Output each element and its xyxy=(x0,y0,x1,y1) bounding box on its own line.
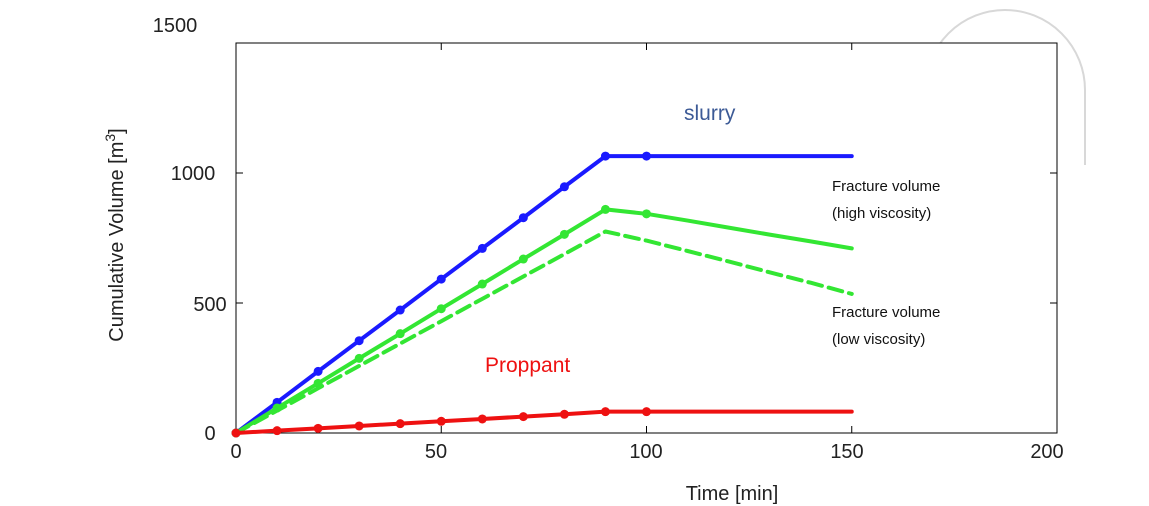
data-point-slurry xyxy=(313,366,323,376)
data-point-slurry xyxy=(354,336,364,346)
x-tick-label: 150 xyxy=(830,441,863,463)
y-axis-title-close: ] xyxy=(106,128,128,134)
series-label-high-viscosity-line2: (high viscosity) xyxy=(832,205,931,222)
data-point-slurry xyxy=(395,305,405,315)
series-label-low-viscosity-line1: Fracture volume xyxy=(832,304,940,321)
data-point-proppant xyxy=(600,407,610,417)
axis-ticks xyxy=(235,42,1058,434)
plot-frame xyxy=(235,42,1058,434)
y-tick-label: 1500 xyxy=(153,15,198,37)
series-label-low-viscosity-line2: (low viscosity) xyxy=(832,331,925,348)
data-point-slurry xyxy=(477,243,487,253)
series-line-high_viscosity xyxy=(234,207,854,435)
data-point-high_viscosity xyxy=(642,209,651,219)
series-label-proppant: Proppant xyxy=(485,354,570,377)
series-line-proppant xyxy=(234,409,854,435)
data-point-slurry xyxy=(600,151,610,161)
y-axis-title-superscript: 3 xyxy=(102,134,118,142)
data-point-proppant xyxy=(642,407,651,417)
series-line-low_viscosity xyxy=(234,229,854,435)
data-point-high_viscosity xyxy=(477,279,487,289)
data-point-proppant xyxy=(313,423,323,433)
y-axis-title-main: Cumulative Volume [m xyxy=(106,142,128,342)
data-point-proppant xyxy=(272,426,282,436)
x-tick-label: 200 xyxy=(1030,441,1063,463)
data-point-high_viscosity xyxy=(436,304,446,314)
series-label-high-viscosity-line1: Fracture volume xyxy=(832,178,940,195)
y-tick-label: 1000 xyxy=(171,163,216,185)
data-point-proppant xyxy=(436,416,446,426)
y-tick-label: 0 xyxy=(204,423,215,445)
series-label-slurry: slurry xyxy=(684,102,736,125)
data-point-proppant xyxy=(518,412,528,422)
data-point-high_viscosity xyxy=(354,353,364,363)
data-point-slurry xyxy=(436,274,446,284)
data-point-high_viscosity xyxy=(395,329,405,339)
data-point-proppant xyxy=(354,421,364,431)
y-axis-title: Cumulative Volume [m3] xyxy=(102,128,128,341)
data-point-high_viscosity xyxy=(518,254,528,264)
x-tick-label: 100 xyxy=(629,441,662,463)
data-point-proppant xyxy=(231,428,241,438)
series-layer xyxy=(231,151,854,438)
x-tick-label: 50 xyxy=(425,441,447,463)
series-line-slurry xyxy=(234,154,854,435)
x-axis-title: Time [min] xyxy=(686,483,779,505)
data-point-high_viscosity xyxy=(600,204,610,214)
data-point-proppant xyxy=(477,414,487,424)
y-tick-label: 500 xyxy=(193,294,226,316)
data-point-high_viscosity xyxy=(559,229,569,239)
data-point-proppant xyxy=(395,419,405,429)
data-point-proppant xyxy=(559,409,569,419)
data-point-slurry xyxy=(559,182,569,192)
x-tick-label: 0 xyxy=(230,441,241,463)
data-point-slurry xyxy=(518,213,528,223)
data-point-slurry xyxy=(642,151,651,161)
